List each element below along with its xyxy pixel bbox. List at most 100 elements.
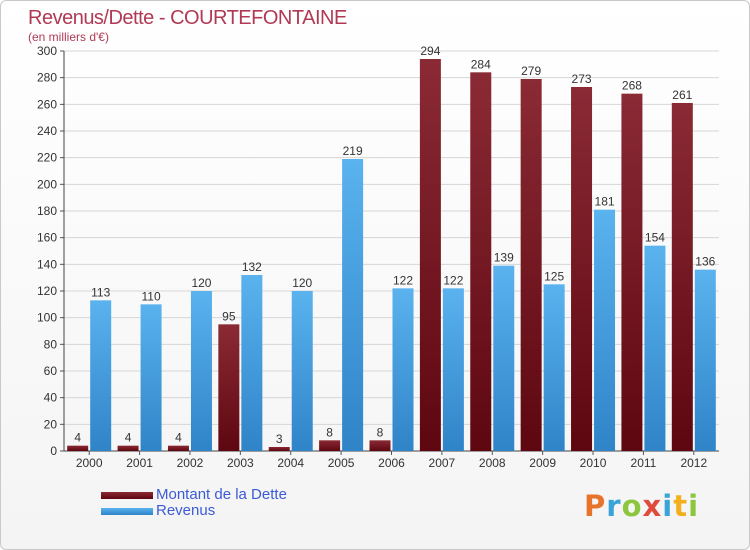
bar-dette xyxy=(268,447,290,451)
data-label: 279 xyxy=(521,64,541,78)
bar-dette xyxy=(218,324,240,451)
logo-letter: i xyxy=(662,489,674,523)
x-tick-label: 2004 xyxy=(277,456,304,470)
bars xyxy=(67,59,716,452)
y-tick-label: 180 xyxy=(37,204,57,218)
x-tick-label: 2003 xyxy=(227,456,254,470)
y-tick-label: 0 xyxy=(50,444,57,458)
grid-lines xyxy=(64,50,719,425)
data-label: 3 xyxy=(276,432,283,446)
y-tick-label: 280 xyxy=(37,71,57,85)
bar-revenus xyxy=(694,269,716,451)
data-label: 284 xyxy=(471,57,491,71)
data-label: 95 xyxy=(222,309,236,323)
bar-revenus xyxy=(90,300,112,451)
y-tick-label: 300 xyxy=(37,44,57,58)
y-tick-label: 220 xyxy=(37,151,57,165)
bar-revenus xyxy=(493,265,515,451)
data-label: 113 xyxy=(91,285,110,299)
y-tick-label: 100 xyxy=(37,311,57,325)
bar-dette xyxy=(470,72,492,451)
bar-revenus xyxy=(190,291,212,451)
data-label: 273 xyxy=(572,72,592,86)
logo-letter: t xyxy=(673,489,689,523)
data-label: 4 xyxy=(74,431,81,445)
logo-letter: o xyxy=(621,489,643,523)
y-tick-label: 80 xyxy=(44,337,58,351)
bar-dette xyxy=(520,79,542,451)
axes: 0 20 40 60 80 100 120 140 160 180 200 220 240 260 280 3… xyxy=(37,44,719,470)
logo-letter: i xyxy=(688,489,700,523)
bar-revenus xyxy=(594,209,616,451)
y-tick-label: 240 xyxy=(37,124,57,138)
x-tick-label: 2008 xyxy=(479,456,506,470)
x-tick-label: 2000 xyxy=(76,456,103,470)
data-label: 132 xyxy=(242,260,262,274)
bar-dette xyxy=(571,87,593,451)
x-tick-label: 2001 xyxy=(126,456,153,470)
chart-subtitle: (en milliers d'€) xyxy=(28,30,109,44)
x-tick-label: 2002 xyxy=(177,456,204,470)
legend-swatch-debt xyxy=(101,492,153,499)
legend-label-revenus: Revenus xyxy=(156,502,216,519)
bar-revenus xyxy=(644,245,666,451)
bar-revenus xyxy=(342,159,364,451)
y-tick-label: 60 xyxy=(44,364,58,378)
data-label: 136 xyxy=(695,255,715,269)
bar-revenus xyxy=(392,288,414,451)
bar-revenus xyxy=(442,288,464,451)
bar-revenus xyxy=(241,275,263,451)
y-tick-label: 200 xyxy=(37,177,57,191)
proxiti-logo: Proxiti xyxy=(584,489,699,523)
data-label: 4 xyxy=(125,431,132,445)
y-tick-label: 260 xyxy=(37,97,57,111)
x-tick-label: 2005 xyxy=(328,456,355,470)
data-label: 122 xyxy=(393,273,413,287)
data-label: 261 xyxy=(672,88,692,102)
data-label: 294 xyxy=(420,44,440,58)
legend-label-debt: Montant de la Dette xyxy=(156,486,287,503)
x-tick-label: 2007 xyxy=(429,456,456,470)
x-tick-label: 2012 xyxy=(680,456,707,470)
data-label: 8 xyxy=(326,425,333,439)
data-label: 8 xyxy=(377,425,384,439)
x-tick-label: 2006 xyxy=(378,456,405,470)
data-label: 154 xyxy=(645,231,665,245)
bar-dette xyxy=(369,440,391,451)
bar-dette xyxy=(671,103,693,451)
data-label: 4 xyxy=(175,431,182,445)
data-label: 122 xyxy=(443,273,463,287)
chart-title: Revenus/Dette - COURTEFONTAINE xyxy=(28,7,347,29)
x-tick-label: 2010 xyxy=(580,456,607,470)
y-tick-label: 140 xyxy=(37,257,57,271)
data-labels: 4 113 4 110 4 120 95 132 3 120 8 219 8 122 294 122 284 13… xyxy=(74,44,715,446)
y-tick-label: 20 xyxy=(44,417,58,431)
y-tick-label: 120 xyxy=(37,284,57,298)
data-label: 110 xyxy=(142,289,161,303)
logo-letter: x xyxy=(642,489,663,523)
legend-swatch-revenus xyxy=(101,508,153,515)
bar-revenus xyxy=(543,284,565,451)
logo-letter: P xyxy=(584,489,607,523)
bar-dette xyxy=(117,445,139,451)
y-tick-label: 40 xyxy=(44,391,58,405)
data-label: 181 xyxy=(595,195,615,209)
data-label: 268 xyxy=(622,79,642,93)
bar-revenus xyxy=(291,291,313,451)
data-label: 125 xyxy=(544,269,564,283)
data-label: 219 xyxy=(343,144,363,158)
data-label: 139 xyxy=(494,251,514,265)
x-tick-label: 2009 xyxy=(529,456,556,470)
data-label: 120 xyxy=(191,276,211,290)
y-tick-label: 160 xyxy=(37,231,57,245)
bar-dette xyxy=(167,445,189,451)
bar-revenus xyxy=(140,304,162,451)
bar-dette xyxy=(621,93,643,452)
bar-dette xyxy=(319,440,341,451)
data-label: 120 xyxy=(292,276,312,290)
bar-dette xyxy=(419,59,441,451)
logo-letter: r xyxy=(606,489,622,523)
x-tick-label: 2011 xyxy=(631,456,657,470)
